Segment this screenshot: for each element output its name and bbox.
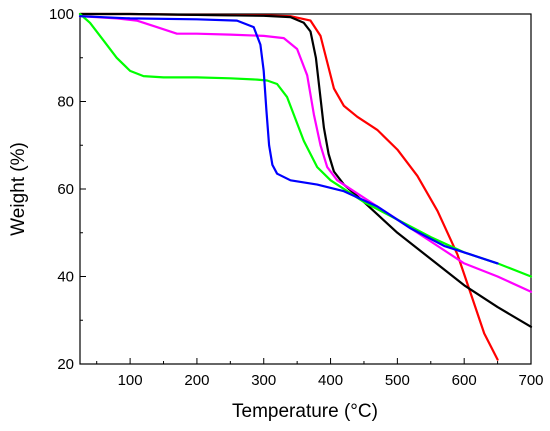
y-axis-ticks: 20 40 60 80 100: [49, 6, 86, 373]
y-axis-title: Weight (%): [8, 142, 29, 236]
y-tick-label: 80: [57, 94, 74, 111]
x-axis-ticks: 100 200 300 400 500 600 700: [96, 358, 544, 389]
x-tick-label: 700: [518, 372, 543, 389]
y-tick-label: 40: [57, 269, 74, 286]
y-tick-label: 100: [49, 6, 74, 23]
x-tick-label: 500: [385, 372, 410, 389]
x-tick-label: 100: [118, 372, 143, 389]
series-line-2: [78, 12, 533, 328]
x-axis-title: Temperature (°C): [232, 401, 378, 422]
x-tick-label: 400: [318, 372, 343, 389]
x-tick-label: 600: [452, 372, 477, 389]
series-line-4: [78, 12, 533, 278]
series-line-5: [78, 15, 499, 265]
y-tick-label: 60: [57, 181, 74, 198]
x-tick-label: 300: [251, 372, 276, 389]
x-tick-label: 200: [184, 372, 209, 389]
y-tick-label: 20: [57, 356, 74, 373]
plot-frame: [79, 13, 532, 365]
series-layer: [78, 12, 533, 361]
